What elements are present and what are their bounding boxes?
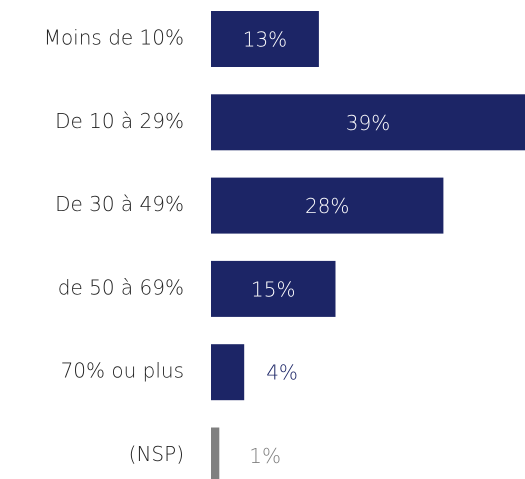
value-label: 1% [249,444,281,468]
category-label: De 10 à 29% [55,109,184,133]
value-label: 13% [243,28,287,52]
value-label: 39% [346,111,390,135]
bar [211,427,220,479]
bar [211,94,525,151]
bar [211,11,319,67]
bar [211,344,245,401]
category-label: Moins de 10% [44,26,184,50]
bar [211,177,444,234]
value-label: 28% [305,194,349,218]
value-label: 4% [266,361,298,385]
category-label: De 30 à 49% [55,192,184,216]
value-label: 15% [251,277,295,301]
category-label: de 50 à 69% [58,275,184,299]
bar [211,260,336,317]
category-label: (NSP) [129,442,184,466]
category-label: 70% ou plus [61,359,184,383]
